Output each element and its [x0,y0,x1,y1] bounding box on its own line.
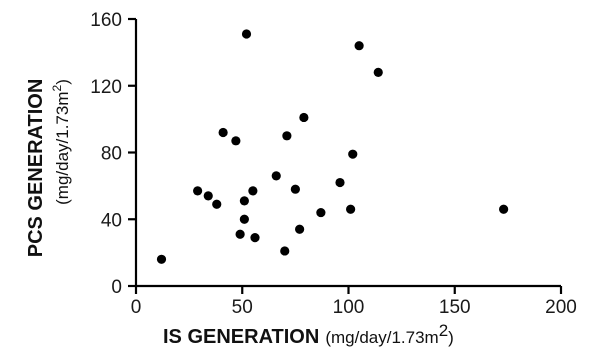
data-point [231,136,241,146]
y-tick-label: 160 [90,10,122,31]
data-point [241,29,252,39]
y-tick-label: 120 [90,77,122,98]
y-tick-label: 80 [101,144,122,165]
data-point [235,229,245,239]
x-tick-label: 50 [232,297,253,318]
data-point [193,186,203,196]
x-tick-label: 150 [439,297,471,318]
x-tick-label: 0 [131,297,142,318]
data-point [299,112,309,123]
data-point [316,207,326,218]
y-axis-unit-sup: 2 [50,84,64,91]
x-tick-label: 200 [545,297,577,318]
data-point [346,204,356,214]
y-axis-unit-text: (mg/day/1.73m [53,91,72,204]
data-point [218,127,228,138]
x-axis-title: IS GENERATION [163,326,319,348]
data-point [156,254,167,264]
data-point [348,149,358,159]
y-tick-label: 40 [101,210,122,231]
x-axis-unit-close: ) [448,328,454,347]
data-point [271,171,281,181]
data-point [354,41,364,51]
x-axis-unit-sup: 2 [439,321,448,340]
data-point [239,196,249,206]
data-point [280,246,290,256]
data-point [373,67,383,77]
data-points [156,29,509,264]
y-axis: 0 40 80 120 160 [90,10,138,298]
data-point [295,224,305,234]
data-point [499,204,509,214]
x-axis: 0 50 100 150 200 [131,284,577,318]
data-point [248,186,258,196]
y-axis-unit: (mg/day/1.73m2) [50,79,72,205]
data-point [212,199,222,209]
data-point [290,184,300,194]
data-point [203,191,213,201]
data-point [282,131,292,141]
y-axis-title: PCS GENERATION [25,79,47,258]
data-point [239,214,249,224]
x-axis-title-group: IS GENERATION (mg/day/1.73m2) [163,321,454,348]
x-axis-unit: (mg/day/1.73m [325,328,438,347]
y-axis-unit-close: ) [53,79,72,85]
x-tick-label: 100 [333,297,365,318]
y-tick-label: 0 [111,277,122,298]
data-point [335,177,345,188]
data-point [250,233,260,243]
